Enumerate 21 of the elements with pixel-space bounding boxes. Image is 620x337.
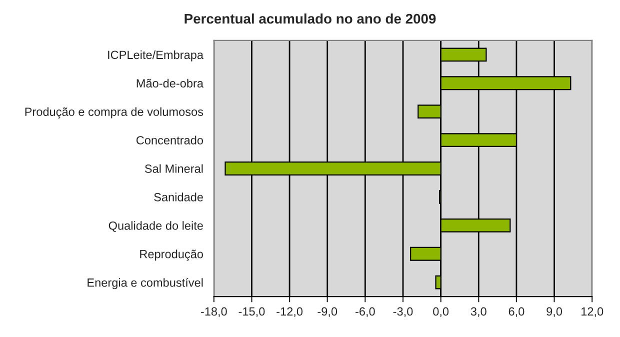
chart-title: Percentual acumulado no ano de 2009 — [184, 13, 436, 24]
x-tick-label: 0,0 — [433, 307, 449, 318]
x-tick-label: 9,0 — [546, 307, 562, 318]
x-tick-label: -9,0 — [318, 307, 338, 318]
x-tick-label: 6,0 — [508, 307, 524, 318]
y-tick-label: Reprodução — [140, 250, 203, 261]
y-tick-label: Sal Mineral — [144, 164, 203, 173]
y-tick-label: Energia e combustível — [88, 278, 203, 290]
y-tick-label: Sanidade — [154, 192, 203, 202]
x-tick-label: 3,0 — [470, 307, 486, 318]
y-tick-label: Qualidade do leite — [108, 221, 203, 232]
x-tick-label: -3,0 — [393, 307, 413, 318]
y-tick-label: Concentrado — [136, 136, 203, 144]
y-tick-label: Produção e compra de volumosos — [25, 107, 204, 118]
x-tick-label: -15,0 — [238, 307, 265, 318]
y-tick-label: ICPLeite/Embrapa — [108, 50, 204, 62]
x-tick-label: -12,0 — [276, 307, 303, 318]
x-tick-label: 12,0 — [582, 307, 604, 318]
x-tick-label: -6,0 — [356, 307, 375, 318]
y-tick-label: Mão-de-obra — [136, 78, 204, 88]
x-tick-label: -18,0 — [200, 307, 227, 318]
